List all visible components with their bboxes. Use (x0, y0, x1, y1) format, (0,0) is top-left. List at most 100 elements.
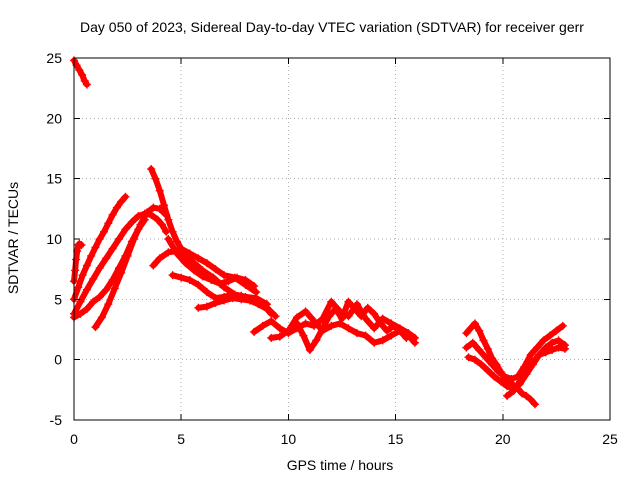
data-point (335, 319, 344, 328)
data-point (552, 326, 561, 335)
x-tick-label-2: 10 (281, 431, 297, 447)
data-point (344, 297, 353, 306)
data-point (127, 218, 136, 227)
data-point (292, 319, 301, 328)
data-point (357, 312, 366, 321)
axis-layer (73, 57, 611, 421)
data-point (325, 312, 334, 321)
data-point (284, 326, 293, 335)
data-point (462, 329, 471, 338)
data-point (89, 274, 98, 283)
data-point (190, 259, 199, 268)
data-point (500, 372, 509, 381)
data-point (168, 271, 177, 280)
series-line-17 (504, 344, 568, 399)
data-point (327, 321, 336, 330)
data-point (155, 254, 164, 263)
data-point (75, 66, 84, 75)
data-point (383, 326, 392, 335)
data-point (548, 346, 557, 355)
data-point (95, 292, 104, 301)
data-point (533, 343, 542, 352)
data-point (211, 265, 220, 274)
data-point (331, 304, 340, 313)
data-point (220, 296, 229, 305)
data-point (312, 336, 321, 345)
data-point (466, 324, 475, 333)
data-point (190, 266, 199, 275)
data-point (108, 244, 117, 253)
data-point (560, 344, 569, 353)
data-point (164, 215, 173, 224)
data-point (237, 295, 246, 304)
plot-frame (73, 57, 611, 421)
data-point (526, 350, 535, 359)
data-point (89, 297, 98, 306)
data-point (376, 319, 385, 328)
data-point (102, 254, 111, 263)
data-point (91, 323, 100, 332)
data-point (220, 283, 229, 292)
data-point (76, 297, 85, 306)
data-point (82, 285, 91, 294)
x-tick-label-4: 20 (495, 431, 511, 447)
grid-layer (74, 58, 610, 420)
data-point (267, 333, 276, 342)
data-point (507, 374, 516, 383)
series-line-10 (195, 295, 275, 317)
series-line-13 (294, 298, 410, 353)
data-point (115, 235, 124, 243)
data-point (301, 319, 310, 328)
data-point (220, 271, 229, 280)
data-point (164, 235, 173, 243)
x-tick-label-5: 25 (602, 431, 618, 447)
data-point (518, 389, 527, 398)
data-point (515, 377, 524, 386)
data-point (82, 304, 91, 313)
x-tick-label-3: 15 (388, 431, 404, 447)
data-point (108, 210, 117, 219)
y-tick-label-6: 25 (46, 50, 62, 66)
data-point (102, 285, 111, 294)
data-point (164, 248, 173, 257)
data-point (496, 377, 505, 386)
data-point (344, 324, 353, 333)
data-point (477, 360, 486, 369)
data-point (168, 227, 177, 236)
y-axis-label: SDTVAR / TECUs (5, 182, 21, 294)
data-point (254, 300, 263, 309)
data-point (488, 360, 497, 369)
data-point (305, 346, 314, 355)
data-point (353, 329, 362, 338)
data-point (95, 235, 104, 243)
data-point (475, 326, 484, 335)
x-tick-label-0: 0 (70, 431, 78, 447)
data-point (82, 261, 91, 270)
series-line-15 (463, 322, 566, 382)
data-point (262, 304, 271, 313)
series-line-3 (71, 210, 170, 317)
series-track-14 (292, 297, 411, 355)
series-track-7 (147, 165, 261, 297)
chart-title: Day 050 of 2023, Sidereal Day-to-day VTE… (80, 19, 584, 35)
data-point (198, 266, 207, 275)
data-point (470, 319, 479, 328)
data-point (202, 288, 211, 297)
data-point (370, 309, 379, 318)
data-point (483, 366, 492, 375)
data-point (554, 343, 563, 352)
data-point (117, 268, 126, 277)
y-tick-label-1: 0 (54, 352, 62, 368)
data-point (77, 241, 86, 250)
data-point (548, 338, 557, 347)
data-point (155, 186, 164, 195)
data-point (104, 300, 113, 309)
data-point (558, 321, 567, 330)
data-point (522, 367, 531, 376)
data-point (73, 247, 82, 256)
data-point (526, 395, 535, 404)
y-tick-label-5: 20 (46, 110, 62, 126)
data-point (172, 237, 181, 246)
data-point (181, 259, 190, 268)
data-point (194, 280, 203, 289)
